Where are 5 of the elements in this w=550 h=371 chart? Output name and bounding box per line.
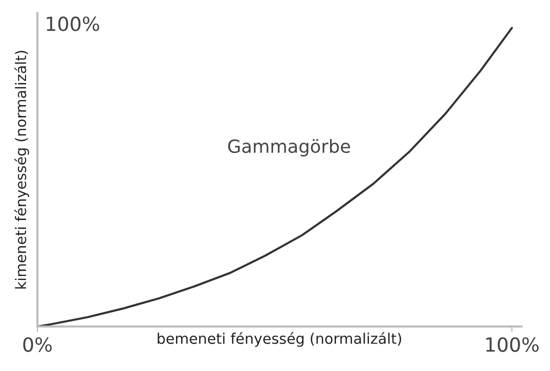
- annotation: 100%: [46, 16, 100, 32]
- annotation: Gammagörbe: [228, 139, 350, 157]
- y-axis-title: kimeneti fényesség (normalizált): [14, 50, 30, 289]
- x-axis-title: bemeneti fényesség (normalizált): [158, 332, 402, 347]
- x-tick-label: 0%: [23, 337, 52, 352]
